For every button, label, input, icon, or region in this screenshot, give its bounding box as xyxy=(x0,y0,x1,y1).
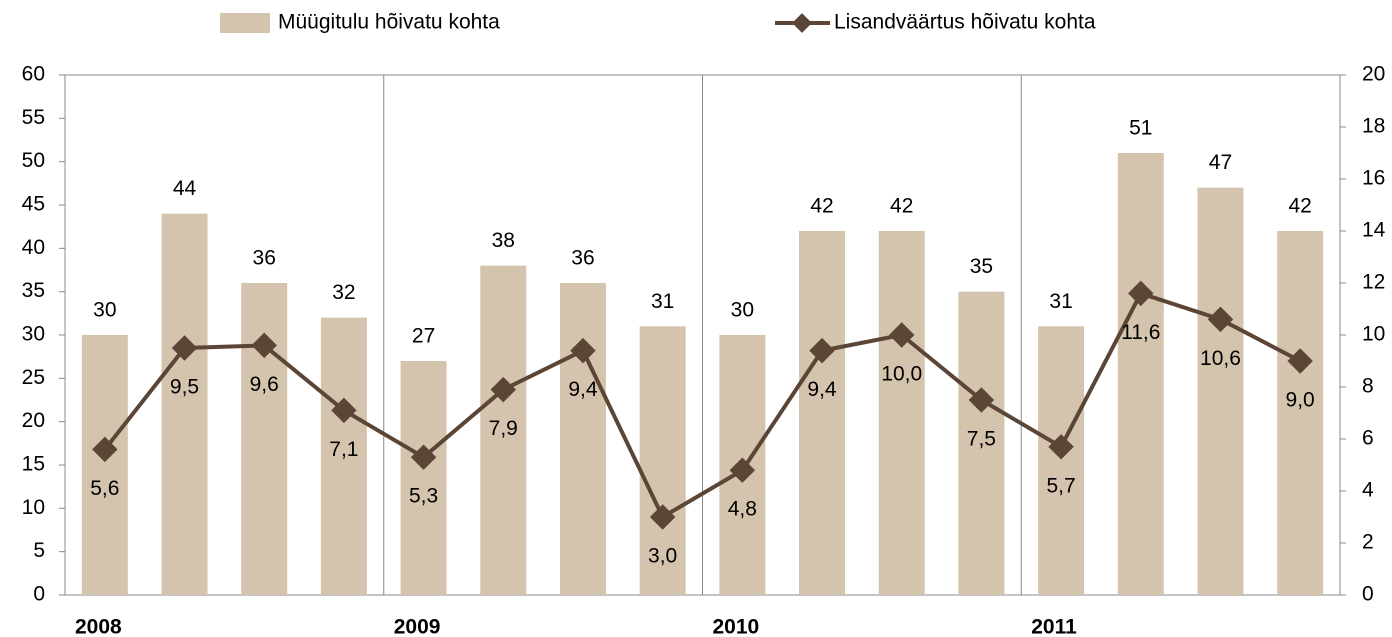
y-tick-label: 10 xyxy=(22,496,45,519)
bar xyxy=(1038,326,1085,595)
line-value-label: 5,7 xyxy=(1046,474,1075,497)
line-value-label: 9,5 xyxy=(170,376,199,399)
bar xyxy=(958,291,1005,595)
y2-tick-label: 20 xyxy=(1362,63,1385,86)
y-tick-label: 60 xyxy=(22,63,45,86)
y-tick-label: 30 xyxy=(22,323,45,346)
line-marker xyxy=(570,337,596,364)
legend-swatch-bar xyxy=(220,13,270,33)
bar xyxy=(559,283,606,595)
bar-value-label: 38 xyxy=(492,229,515,252)
line-marker xyxy=(809,337,835,364)
bar-value-label: 30 xyxy=(93,299,116,322)
legend-marker xyxy=(792,13,812,33)
bar xyxy=(320,317,367,595)
bar xyxy=(1197,187,1244,595)
bar xyxy=(878,231,925,595)
bar xyxy=(1277,231,1324,595)
x-tick-label: 2010 xyxy=(713,616,760,637)
bar xyxy=(639,326,686,595)
line-marker xyxy=(888,322,915,348)
line-marker xyxy=(92,436,118,463)
bar-value-label: 35 xyxy=(970,255,993,278)
y2-tick-label: 4 xyxy=(1362,479,1374,502)
y-tick-label: 25 xyxy=(22,366,45,389)
bar-value-label: 51 xyxy=(1129,117,1152,140)
bar-value-label: 42 xyxy=(810,195,833,218)
bar xyxy=(241,283,288,595)
line-value-label: 4,8 xyxy=(728,498,757,521)
y2-tick-label: 14 xyxy=(1362,219,1386,242)
bar-value-label: 36 xyxy=(253,247,276,270)
line-value-label: 7,1 xyxy=(329,438,358,461)
line-marker xyxy=(649,504,676,530)
bar-value-label: 47 xyxy=(1209,151,1232,174)
legend-label: Lisandväärtus hõivatu kohta xyxy=(834,11,1096,34)
line-value-label: 7,5 xyxy=(967,428,996,451)
line-value-label: 9,0 xyxy=(1286,389,1315,412)
bar-value-label: 44 xyxy=(173,177,197,200)
line-marker xyxy=(729,457,756,483)
bar xyxy=(161,213,208,595)
line-marker xyxy=(410,444,437,470)
y-tick-label: 50 xyxy=(22,149,45,172)
y2-tick-label: 8 xyxy=(1362,375,1374,398)
bar-value-label: 27 xyxy=(412,325,435,348)
line-marker xyxy=(968,387,995,413)
line-value-label: 7,9 xyxy=(489,417,518,440)
line-value-label: 10,0 xyxy=(881,363,922,386)
y2-tick-label: 10 xyxy=(1362,323,1385,346)
x-tick-label: 2011 xyxy=(1031,616,1077,637)
y2-tick-label: 0 xyxy=(1362,583,1374,606)
y2-tick-label: 16 xyxy=(1362,167,1385,190)
line-value-label: 3,0 xyxy=(648,545,677,568)
y-tick-label: 35 xyxy=(22,279,45,302)
line-marker xyxy=(171,335,198,361)
line-marker xyxy=(490,376,517,403)
x-tick-label: 2009 xyxy=(394,616,441,637)
y-tick-label: 40 xyxy=(22,236,45,259)
bar-value-label: 31 xyxy=(651,290,674,313)
line-value-label: 9,4 xyxy=(568,378,598,401)
bar xyxy=(81,335,128,595)
bar-value-label: 42 xyxy=(890,195,913,218)
y2-tick-label: 6 xyxy=(1362,427,1374,450)
bar-value-label: 42 xyxy=(1288,195,1311,218)
line-value-label: 5,3 xyxy=(409,485,438,508)
bar-value-label: 31 xyxy=(1049,290,1072,313)
x-tick-label: 2008 xyxy=(75,616,122,637)
line-value-label: 9,6 xyxy=(250,373,279,396)
bar xyxy=(400,361,447,595)
line-value-label: 10,6 xyxy=(1200,347,1241,370)
y2-tick-label: 2 xyxy=(1362,531,1374,554)
line xyxy=(103,290,1302,520)
y-tick-label: 5 xyxy=(33,539,45,562)
line-value-label: 9,4 xyxy=(807,378,837,401)
bar xyxy=(1117,153,1164,595)
line-marker xyxy=(331,397,357,424)
y-tick-label: 20 xyxy=(22,409,45,432)
bar xyxy=(480,265,527,595)
bar xyxy=(799,231,846,595)
line-value-label: 11,6 xyxy=(1121,321,1160,344)
bar-value-label: 36 xyxy=(571,247,594,270)
y-tick-label: 0 xyxy=(33,583,45,606)
y2-tick-label: 18 xyxy=(1362,115,1385,138)
bar-value-label: 30 xyxy=(731,299,754,322)
line-value-label: 5,6 xyxy=(90,477,119,500)
y-tick-label: 45 xyxy=(22,193,45,216)
y-tick-label: 55 xyxy=(22,106,45,129)
legend-label: Müügitulu hõivatu kohta xyxy=(278,11,500,34)
y-tick-label: 15 xyxy=(22,453,45,476)
line-marker xyxy=(251,332,277,359)
y2-tick-label: 12 xyxy=(1362,271,1385,294)
bar-value-label: 32 xyxy=(332,281,355,304)
